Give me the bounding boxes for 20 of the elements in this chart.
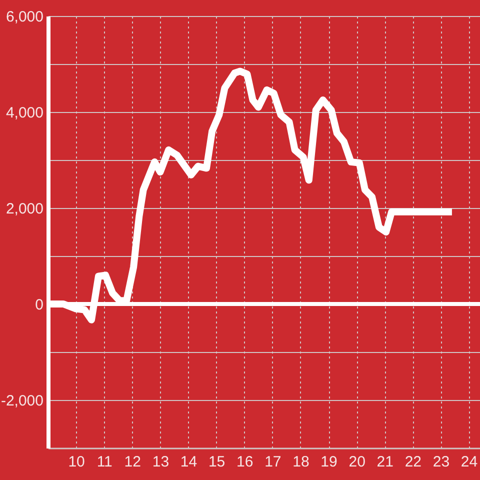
x-tick-label: 16 xyxy=(236,454,254,470)
x-tick-label: 19 xyxy=(320,454,338,470)
x-tick-label: 23 xyxy=(432,454,450,470)
y-tick-label: 6,000 xyxy=(6,8,44,26)
x-tick-label: 10 xyxy=(68,454,85,470)
x-tick-label: 11 xyxy=(96,454,112,470)
x-tick-label: 13 xyxy=(152,454,170,470)
y-tick-label: 0 xyxy=(35,296,44,314)
x-tick-label: 24 xyxy=(460,454,478,470)
x-tick-label: 18 xyxy=(292,454,310,470)
x-tick-label: 14 xyxy=(180,454,198,470)
x-tick-label: 17 xyxy=(264,454,282,470)
y-tick-label: 4,000 xyxy=(6,104,44,122)
x-tick-label: 22 xyxy=(404,454,422,470)
x-tick-label: 12 xyxy=(124,454,141,470)
x-tick-label: 20 xyxy=(348,454,366,470)
y-tick-label: 2,000 xyxy=(6,200,44,218)
x-tick-label: 21 xyxy=(376,454,394,470)
x-tick-label: 15 xyxy=(208,454,226,470)
y-tick-label: -2,000 xyxy=(0,392,44,410)
